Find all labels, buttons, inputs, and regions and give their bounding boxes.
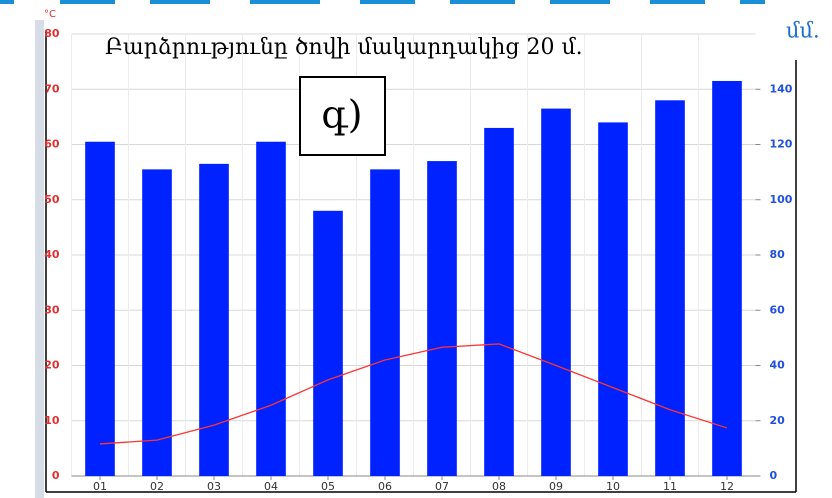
plot: 0 10 20 30 40 50 60 70 80 0 20 40 60 80 100 120 140 01 02 0… [44, 27, 793, 493]
line [99, 343, 728, 445]
x-tick-label: 11 [663, 480, 677, 493]
y2-tick-label: 80 [770, 248, 786, 261]
x-tick-label: 03 [207, 480, 221, 493]
y-tick-label: 60 [44, 138, 60, 151]
y-tick-label: 40 [44, 248, 60, 261]
bar [313, 210, 343, 477]
bar [427, 161, 457, 476]
y2-tick-label: 140 [770, 82, 793, 95]
x-tick-label: 01 [93, 480, 107, 493]
y-axis-label: °C [44, 9, 56, 20]
chart-title: Բարձրությունը ծովի մակարդակից 20 մ. [105, 35, 583, 60]
bar [655, 100, 685, 477]
y-tick-label: 10 [44, 414, 60, 427]
x-tick-label: 05 [321, 480, 335, 493]
bar [484, 127, 514, 477]
y-tick-label: 50 [44, 193, 60, 206]
y2-tick-label: 120 [770, 138, 793, 151]
y-tick-label: 0 [52, 469, 60, 482]
x-tick-label: 12 [720, 480, 734, 493]
y-tick-label: 30 [44, 303, 60, 316]
y-tick-label: 20 [44, 359, 60, 372]
y2-tick-label: 40 [770, 359, 786, 372]
bar [370, 169, 400, 477]
x-tick-label: 09 [549, 480, 563, 493]
bar [199, 163, 229, 476]
y2-axis-label: մմ. [786, 19, 820, 43]
bar [598, 122, 628, 477]
y2-tick-label: 60 [770, 303, 786, 316]
bar [142, 169, 172, 477]
x-tick-label: 06 [378, 480, 392, 493]
y2-tick-label: 100 [770, 193, 793, 206]
y2-tick-label: 20 [770, 414, 786, 427]
x-tick-label: 07 [435, 480, 449, 493]
bar [85, 141, 115, 477]
bar [541, 108, 571, 477]
side-strip [35, 20, 44, 498]
x-tick-label: 10 [606, 480, 620, 493]
x-tick-label: 04 [264, 480, 278, 493]
annotation-box [299, 76, 386, 156]
y-tick-label: 70 [44, 82, 60, 95]
top-stripes [0, 0, 765, 4]
bar [712, 80, 742, 477]
x-tick-label: 08 [492, 480, 506, 493]
y2-tick-label: 0 [770, 469, 778, 482]
annotation: գ) [321, 93, 362, 137]
bar [256, 141, 286, 477]
y-tick-label: 80 [44, 27, 60, 40]
x-tick-label: 02 [150, 480, 164, 493]
